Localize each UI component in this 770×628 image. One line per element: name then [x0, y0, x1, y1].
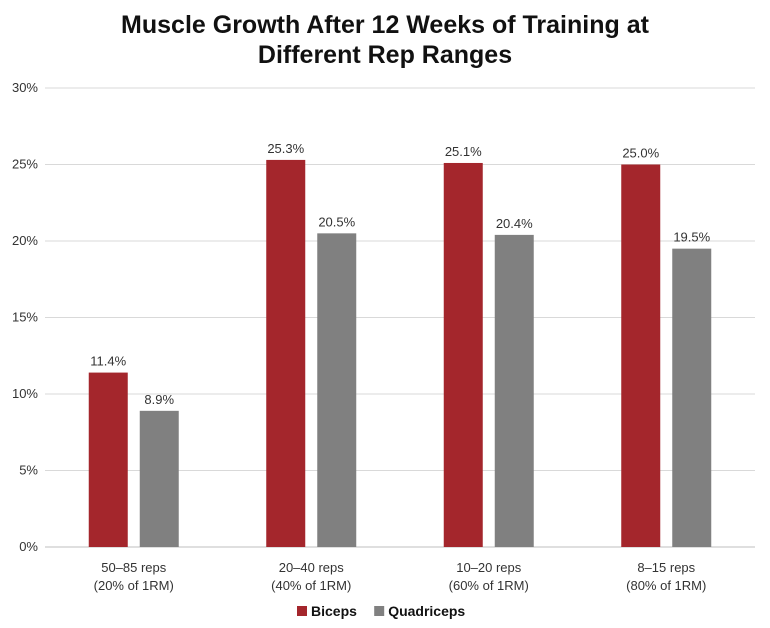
y-tick-label: 20% [12, 233, 38, 248]
y-tick-label: 5% [19, 463, 38, 478]
x-category-label: (80% of 1RM) [626, 578, 706, 593]
x-category-label: (60% of 1RM) [449, 578, 529, 593]
x-category-label: 10–20 reps [456, 560, 522, 575]
data-label: 25.1% [445, 144, 482, 159]
legend-swatch-quadriceps [374, 606, 385, 616]
y-tick-label: 15% [12, 310, 38, 325]
chart-title-line-1: Muscle Growth After 12 Weeks of Training… [121, 11, 649, 39]
bar-quadriceps [317, 233, 357, 547]
x-category-label: (40% of 1RM) [271, 578, 351, 593]
data-label: 25.0% [622, 146, 659, 161]
bar-biceps [88, 372, 128, 547]
bar-biceps [266, 159, 306, 547]
data-label: 25.3% [267, 141, 304, 156]
bar-quadriceps [494, 234, 534, 547]
y-tick-label: 30% [12, 80, 38, 95]
x-category-label: (20% of 1RM) [94, 578, 174, 593]
bar-biceps [443, 162, 483, 547]
y-tick-label: 25% [12, 157, 38, 172]
data-label: 19.5% [673, 230, 710, 245]
legend-label-biceps: Biceps [311, 603, 357, 619]
bar-quadriceps [672, 248, 712, 547]
x-category-label: 20–40 reps [279, 560, 345, 575]
legend-swatch-biceps [297, 606, 307, 616]
chart-title: Muscle Growth After 12 Weeks of Training… [0, 10, 770, 70]
bar-biceps [621, 164, 661, 547]
chart-title-line-2: Different Rep Ranges [257, 41, 513, 69]
x-category-label: 50–85 reps [101, 560, 167, 575]
legend-label-quadriceps: Quadriceps [388, 603, 465, 619]
data-label: 20.5% [318, 214, 355, 229]
x-category-label: 8–15 reps [637, 560, 695, 575]
bar-quadriceps [139, 410, 179, 547]
y-tick-label: 0% [19, 539, 38, 554]
data-label: 11.4% [90, 354, 126, 369]
data-label: 20.4% [496, 216, 533, 231]
y-tick-label: 10% [12, 386, 38, 401]
data-label: 8.9% [144, 392, 174, 407]
